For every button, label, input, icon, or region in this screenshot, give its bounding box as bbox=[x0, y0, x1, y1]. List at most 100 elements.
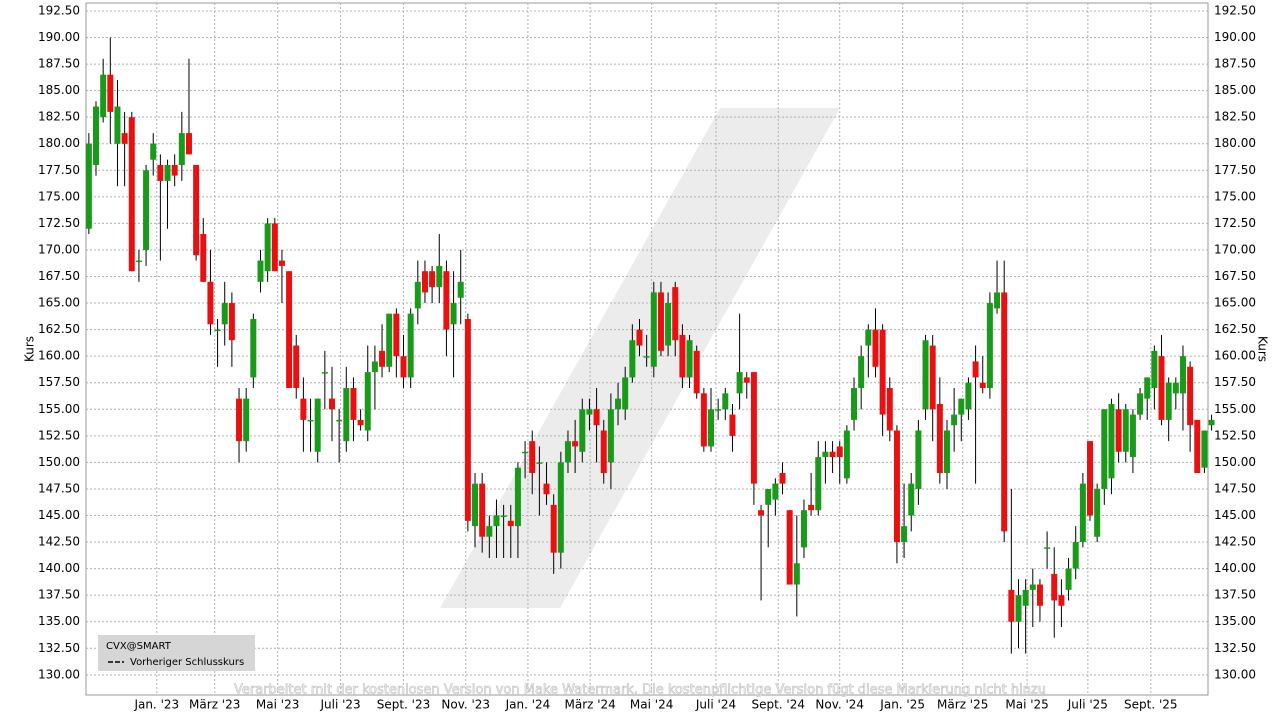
y-tick-label: 150.00 bbox=[38, 455, 80, 469]
candle-body bbox=[1165, 382, 1172, 420]
candle-body bbox=[436, 265, 443, 288]
candle-body bbox=[214, 329, 221, 332]
candle-body bbox=[178, 133, 185, 165]
candle-body bbox=[679, 334, 686, 378]
candle-body bbox=[171, 164, 178, 176]
y2-axis-label: Kurs bbox=[1256, 336, 1270, 362]
candle-body bbox=[951, 414, 958, 426]
candle-body bbox=[1015, 595, 1022, 622]
y2-tick-label: 187.50 bbox=[1214, 57, 1256, 71]
y-tick-label: 180.00 bbox=[38, 136, 80, 150]
candle-body bbox=[450, 303, 457, 325]
legend-box bbox=[98, 635, 255, 671]
y-tick-label: 175.00 bbox=[38, 189, 80, 203]
y-tick-label: 177.50 bbox=[38, 163, 80, 177]
candle-body bbox=[328, 398, 335, 410]
y2-tick-label: 165.00 bbox=[1214, 296, 1256, 310]
candle-body bbox=[1151, 350, 1158, 389]
candle-body bbox=[157, 164, 164, 181]
candle-body bbox=[414, 281, 421, 309]
candle-body bbox=[929, 345, 936, 410]
candle-body bbox=[943, 430, 950, 474]
candle-body bbox=[185, 133, 192, 155]
candle-body bbox=[765, 488, 772, 505]
x-tick-label: Juli '24 bbox=[695, 698, 736, 712]
candle-body bbox=[893, 430, 900, 543]
candle-body bbox=[808, 504, 815, 511]
y2-tick-label: 175.00 bbox=[1214, 189, 1256, 203]
y-tick-label: 182.50 bbox=[38, 110, 80, 124]
candle-body bbox=[336, 419, 343, 422]
candle-body bbox=[236, 398, 243, 442]
x-tick-label: Juli '25 bbox=[1067, 698, 1108, 712]
y-tick-label: 167.50 bbox=[38, 269, 80, 283]
candle-body bbox=[364, 372, 371, 431]
x-tick-label: Jan. '23 bbox=[133, 698, 179, 712]
candle-body bbox=[815, 457, 822, 511]
y2-tick-label: 142.50 bbox=[1214, 535, 1256, 549]
y-tick-label: 190.00 bbox=[38, 30, 80, 44]
y2-tick-label: 145.00 bbox=[1214, 508, 1256, 522]
candle-body bbox=[1022, 589, 1029, 606]
candle-body bbox=[135, 260, 142, 263]
candle-body bbox=[1072, 542, 1079, 569]
candle-body bbox=[128, 117, 135, 272]
candle-body bbox=[464, 318, 471, 521]
candle-body bbox=[350, 388, 357, 420]
x-tick-label: Mai '23 bbox=[256, 698, 299, 712]
x-tick-label: Jan. '24 bbox=[505, 698, 551, 712]
candle-body bbox=[300, 398, 307, 420]
candle-body bbox=[507, 520, 514, 527]
candle-body bbox=[100, 74, 107, 118]
y2-tick-label: 190.00 bbox=[1214, 30, 1256, 44]
y2-tick-label: 150.00 bbox=[1214, 455, 1256, 469]
candle-body bbox=[293, 345, 300, 389]
candle-body bbox=[150, 143, 157, 160]
y2-tick-label: 160.00 bbox=[1214, 349, 1256, 363]
candle-body bbox=[243, 398, 250, 442]
candle-body bbox=[851, 388, 858, 420]
candle-body bbox=[901, 526, 908, 543]
candle-body bbox=[114, 106, 121, 144]
candle-body bbox=[994, 292, 1001, 309]
candle-body bbox=[200, 234, 207, 282]
candle-body bbox=[758, 510, 765, 516]
y-tick-label: 142.50 bbox=[38, 535, 80, 549]
y2-tick-label: 185.00 bbox=[1214, 83, 1256, 97]
candle-body bbox=[636, 329, 643, 346]
candle-body bbox=[743, 377, 750, 383]
y2-tick-label: 172.50 bbox=[1214, 216, 1256, 230]
y-tick-label: 155.00 bbox=[38, 402, 80, 416]
y-tick-label: 162.50 bbox=[38, 322, 80, 336]
candle-body bbox=[1208, 419, 1215, 426]
candle-body bbox=[514, 467, 521, 527]
candle-body bbox=[1172, 382, 1179, 394]
candle-body bbox=[700, 393, 707, 447]
candle-body bbox=[979, 382, 986, 389]
candle-body bbox=[557, 462, 564, 553]
candle-body bbox=[858, 356, 865, 389]
candle-body bbox=[286, 271, 293, 389]
candle-body bbox=[657, 292, 664, 351]
candle-body bbox=[865, 329, 872, 346]
candle-body bbox=[1008, 589, 1015, 622]
y-tick-label: 135.00 bbox=[38, 614, 80, 628]
candle-body bbox=[786, 510, 793, 585]
candle-body bbox=[543, 483, 550, 495]
candle-body bbox=[1108, 403, 1115, 479]
candle-body bbox=[193, 164, 200, 256]
candle-body bbox=[672, 287, 679, 341]
candle-body bbox=[836, 446, 843, 458]
candle-body bbox=[472, 483, 479, 527]
y2-tick-label: 155.00 bbox=[1214, 402, 1256, 416]
y-tick-label: 130.00 bbox=[38, 667, 80, 681]
x-tick-label: März '24 bbox=[564, 698, 615, 712]
candle-body bbox=[722, 393, 729, 410]
candle-body bbox=[479, 483, 486, 537]
y-tick-label: 187.50 bbox=[38, 57, 80, 71]
candle-body bbox=[1094, 488, 1101, 537]
y-tick-label: 185.00 bbox=[38, 83, 80, 97]
x-tick-label: Sept. '24 bbox=[751, 698, 805, 712]
candle-body bbox=[1201, 430, 1208, 468]
candle-body bbox=[1051, 573, 1058, 601]
